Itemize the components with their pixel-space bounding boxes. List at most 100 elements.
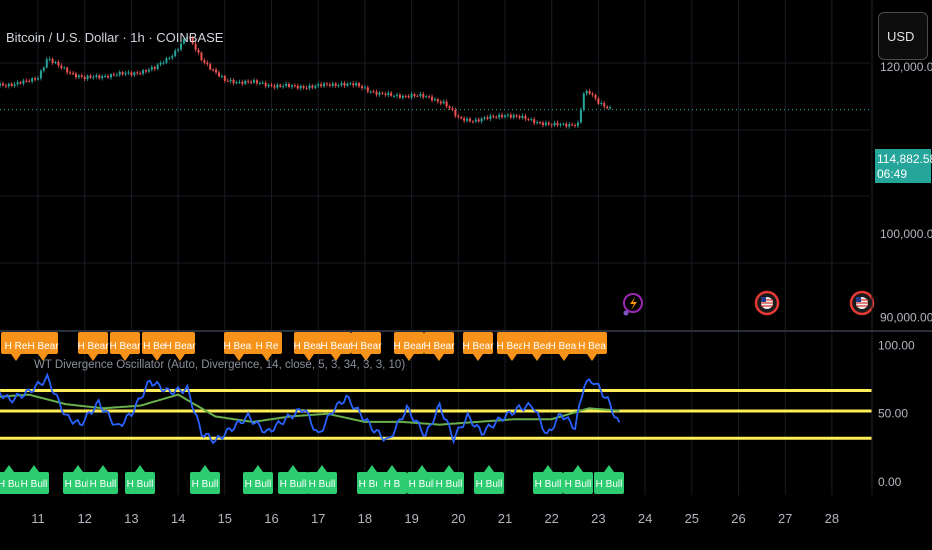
candle-body xyxy=(241,81,244,84)
bull-label-pointer xyxy=(573,465,583,472)
candle-body xyxy=(311,85,314,88)
bear-label-text: H Bear xyxy=(320,341,352,352)
candle-body xyxy=(57,62,60,66)
bull-label-pointer xyxy=(484,465,494,472)
bull-label-text: H B xyxy=(384,479,401,490)
candle-body xyxy=(600,103,603,105)
bull-label-text: H Bull xyxy=(596,479,623,490)
candle-body xyxy=(19,82,22,84)
candle-body xyxy=(419,93,422,96)
candle-body xyxy=(597,98,600,104)
candle-body xyxy=(524,115,527,119)
candle-body xyxy=(308,85,311,89)
bull-label-pointer xyxy=(387,465,397,472)
candle-body xyxy=(7,83,10,87)
candle-body xyxy=(217,72,220,77)
bull-label-box xyxy=(563,472,593,494)
candle-body xyxy=(320,84,323,87)
bear-label-text: H Bear xyxy=(293,341,325,352)
candle-body xyxy=(121,72,124,75)
bear-label-text: H Bea xyxy=(578,341,606,352)
candle-body xyxy=(118,72,121,75)
candle-body xyxy=(142,70,145,74)
bull-label-box xyxy=(243,472,273,494)
bull-label-box xyxy=(474,472,504,494)
candle-body xyxy=(360,86,363,89)
bull-label-text: H Bull xyxy=(65,479,92,490)
bull-label-pointer xyxy=(135,465,145,472)
candle-body xyxy=(209,64,212,70)
candle-body xyxy=(197,49,200,53)
bull-label-box xyxy=(0,472,24,494)
candle-body xyxy=(544,122,547,126)
bear-label-pointer xyxy=(120,354,130,361)
currency-button[interactable]: USD xyxy=(878,12,928,60)
candle-body xyxy=(337,85,340,87)
candle-body xyxy=(258,82,261,84)
candle-body xyxy=(238,81,241,83)
bear-label-pointer xyxy=(331,354,341,361)
candle-body xyxy=(235,81,238,84)
candle-body xyxy=(436,99,439,102)
candle-body xyxy=(54,62,57,64)
bull-label-box xyxy=(190,472,220,494)
candle-body xyxy=(89,75,92,78)
candle-body xyxy=(565,123,568,127)
candle-body xyxy=(445,101,448,107)
candle-body xyxy=(454,109,457,116)
candle-body xyxy=(136,72,139,74)
bear-label-pointer xyxy=(559,354,569,361)
candle-body xyxy=(130,72,133,76)
bull-label-pointer xyxy=(29,465,39,472)
candle-body xyxy=(547,122,550,125)
time-axis-tick: 24 xyxy=(638,511,652,526)
candle-body xyxy=(533,119,536,124)
candle-body xyxy=(515,115,518,117)
bull-label-text: H Bull xyxy=(409,479,436,490)
candle-body xyxy=(1,83,4,86)
candle-body xyxy=(273,85,276,88)
bull-label-pointer xyxy=(73,465,83,472)
candle-body xyxy=(156,64,159,69)
candle-body xyxy=(498,114,501,118)
candle-body xyxy=(448,106,451,109)
candle-body xyxy=(428,96,431,98)
candle-body xyxy=(171,56,174,59)
time-axis-tick: 25 xyxy=(685,511,699,526)
oscillator-axis-tick: 100.00 xyxy=(878,338,915,352)
pane-divider[interactable] xyxy=(0,330,932,332)
bull-label-box xyxy=(278,472,308,494)
bull-label-box xyxy=(125,472,155,494)
bull-label-pointer xyxy=(417,465,427,472)
candle-body xyxy=(133,72,136,76)
candle-body xyxy=(220,75,223,77)
bear-label-text: H Bear xyxy=(548,341,580,352)
bear-label-text: H Bear xyxy=(423,341,455,352)
candle-body xyxy=(606,106,609,109)
time-axis-tick: 27 xyxy=(778,511,792,526)
candle-body xyxy=(174,50,177,57)
candle-body xyxy=(550,124,553,126)
candle-body xyxy=(31,78,34,82)
candle-body xyxy=(492,115,495,117)
candle-body xyxy=(527,118,530,120)
candle-body xyxy=(212,69,215,71)
symbol-title[interactable]: Bitcoin / U.S. Dollar · 1h · COINBASE xyxy=(6,30,224,45)
bull-label-pointer xyxy=(317,465,327,472)
candle-body xyxy=(92,76,95,78)
candle-body xyxy=(86,75,89,80)
bull-label-pointer xyxy=(4,465,14,472)
candle-body xyxy=(328,84,331,86)
bear-label-text: H Bear xyxy=(223,341,255,352)
lightning-event-icon[interactable] xyxy=(623,293,643,313)
bear-label-pointer xyxy=(473,354,483,361)
time-axis-tick: 21 xyxy=(498,511,512,526)
candle-body xyxy=(188,37,191,39)
candle-body xyxy=(346,83,349,86)
candle-body xyxy=(512,115,515,118)
candle-body xyxy=(229,79,232,82)
bear-label-box xyxy=(497,332,527,354)
price-axis-tick: 120,000.00 xyxy=(880,60,932,74)
indicator-label[interactable]: WT Divergence Oscillator (Auto, Divergen… xyxy=(34,359,406,371)
